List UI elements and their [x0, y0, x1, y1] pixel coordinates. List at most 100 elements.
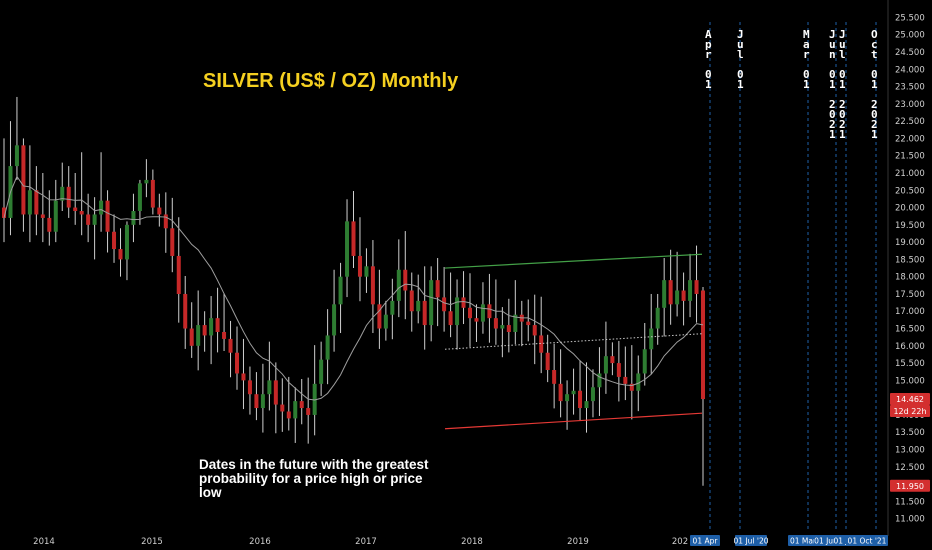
candle-body — [422, 300, 427, 326]
candle-body — [668, 280, 673, 305]
candle-body — [306, 408, 311, 415]
annotation-note: Dates in the future with the greatest pr… — [199, 457, 429, 500]
x-tick-label: 2018 — [461, 537, 483, 547]
vertical-date-label-oct-2021: O c t 0 1 2 0 2 1 — [871, 28, 878, 141]
candle-body — [383, 314, 388, 329]
y-tick-label: 23.500 — [895, 83, 925, 93]
candle-body — [345, 221, 350, 277]
x-tick-label: 2016 — [249, 537, 271, 547]
candle-body — [364, 266, 369, 277]
candle-body — [325, 335, 330, 360]
price-badge-14462 — [890, 392, 930, 405]
y-tick-label: 11.000 — [895, 515, 925, 525]
y-tick-label: 22.000 — [895, 134, 925, 144]
candle-body — [610, 356, 615, 364]
candle-body — [461, 297, 466, 308]
candle-body — [552, 370, 557, 384]
candle-body — [506, 325, 511, 332]
candle-body — [53, 200, 58, 232]
candle-body — [597, 373, 602, 388]
candle-body — [73, 207, 78, 212]
candle-body — [150, 179, 155, 208]
y-tick-label: 12.500 — [895, 463, 925, 473]
candle-body — [442, 297, 447, 312]
candle-body — [312, 383, 317, 415]
candle-body — [590, 387, 595, 402]
candle-body — [47, 217, 52, 232]
candle-body — [21, 145, 26, 215]
date-badge-oct — [846, 535, 888, 546]
y-tick-label: 19.500 — [895, 221, 925, 231]
resistance-trend-line — [444, 253, 703, 269]
candle-body — [105, 200, 110, 232]
date-badge-jul-text: 01 Jul '20 — [734, 537, 769, 546]
candle-body — [558, 383, 563, 402]
date-badge-jun-text: 01 Jun — [814, 537, 838, 546]
candle-body — [636, 373, 641, 391]
date-badge-apr-text: 01 Apr — [693, 537, 719, 546]
candle-body — [409, 290, 414, 312]
candle-body — [202, 325, 207, 336]
candle-body — [131, 211, 136, 225]
date-badge-mar-text: 01 Mar — [790, 537, 817, 546]
candle-body — [565, 394, 570, 402]
candle-body — [66, 186, 71, 208]
y-tick-label: 17.500 — [895, 290, 925, 300]
x-tick-label: 2019 — [567, 537, 589, 547]
candle-body — [429, 280, 434, 326]
y-tick-label: 18.500 — [895, 255, 925, 265]
candle-body — [1, 207, 7, 218]
candle-body — [526, 321, 531, 326]
candle-body — [474, 318, 479, 322]
x-tick-label: 2015 — [141, 537, 163, 547]
y-tick-label: 21.000 — [895, 169, 925, 179]
candle-body — [338, 276, 343, 305]
candle-body — [260, 394, 265, 409]
candle-body — [40, 214, 45, 218]
candle-body — [254, 394, 259, 409]
moving-average-line — [3, 175, 704, 401]
y-tick-label: 25.000 — [895, 31, 925, 41]
date-badge-jul — [735, 535, 767, 546]
candle-body — [675, 290, 680, 305]
candle-body — [293, 401, 298, 419]
candle-body — [642, 349, 647, 374]
price-badge-countdown — [890, 404, 930, 417]
candle-body — [571, 390, 576, 395]
chart-title: SILVER (US$ / OZ) Monthly — [203, 70, 459, 92]
y-tick-label: 24.000 — [895, 65, 925, 75]
candle-body — [662, 280, 667, 308]
candle-body — [27, 190, 32, 215]
date-badge-apr — [690, 535, 720, 546]
price-axis — [888, 0, 932, 550]
candle-body — [209, 318, 214, 336]
candle-body — [183, 293, 188, 329]
candle-body — [124, 224, 129, 260]
candle-body — [286, 411, 291, 419]
candle-body — [357, 255, 362, 277]
y-tick-label: 21.500 — [895, 152, 925, 162]
support-trend-line — [444, 412, 703, 430]
candle-body — [99, 200, 104, 215]
candle-body — [467, 307, 473, 319]
x-tick-label: 2017 — [355, 537, 377, 547]
candle-body — [403, 269, 408, 291]
candle-body — [539, 335, 544, 353]
y-tick-label: 16.500 — [895, 325, 925, 335]
candle-body — [86, 214, 91, 225]
candle-body — [532, 325, 537, 336]
candle-body — [280, 404, 285, 412]
candle-body — [241, 373, 246, 381]
candle-body — [681, 290, 686, 301]
price-badge-11950 — [890, 479, 930, 492]
candle-body — [390, 300, 395, 315]
candle-body — [688, 280, 693, 301]
candle-body — [228, 338, 233, 353]
date-badge-jul21-text: 01 Jul — [834, 537, 855, 546]
y-tick-label: 15.500 — [895, 359, 925, 369]
candle-body — [513, 314, 518, 332]
candle-body — [299, 401, 304, 409]
candle-body — [92, 214, 97, 225]
y-tick-label: 17.000 — [895, 307, 925, 317]
